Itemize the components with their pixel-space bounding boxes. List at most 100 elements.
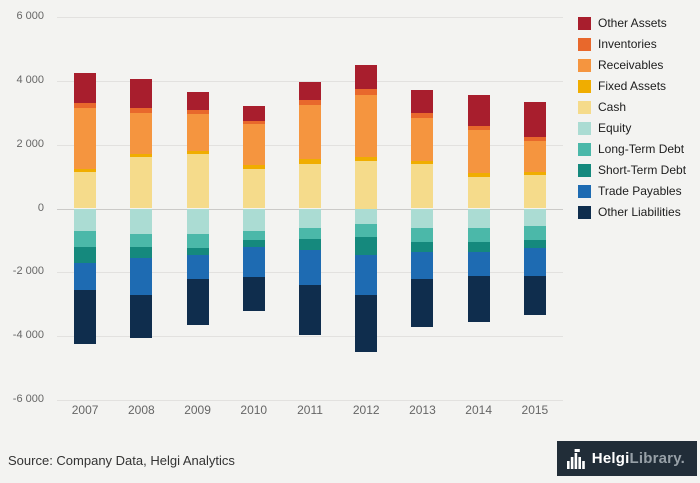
legend-label: Receivables [598,58,664,72]
bar-segment-equity [523,208,546,227]
bar-segment-short-term-debt [467,242,490,252]
legend-label: Cash [598,100,627,114]
bar-segment-short-term-debt [186,248,209,255]
bar-segment-inventories [299,99,321,105]
logo-bars-icon [566,448,585,469]
bar-segment-cash [130,157,153,209]
bar-segment-cash [523,174,546,209]
bar-segment-other-liabilities [130,294,153,338]
plot-area [57,17,563,401]
legend-label: Fixed Assets [598,79,667,93]
x-tick-label: 2015 [521,403,549,417]
x-tick-label: 2012 [352,403,380,417]
bar-segment-long-term-debt [242,230,265,241]
legend-item-receivables: Receivables [578,58,686,72]
bar-segment-trade-payables [299,249,321,286]
bar-segment-fixed-assets [467,173,490,177]
bar-segment-equity [355,208,378,225]
bar-segment-other-assets [242,106,265,121]
legend-swatch [578,163,591,177]
source-text: Source: Company Data, Helgi Analytics [8,453,235,468]
x-tick-label: 2008 [127,403,155,417]
bar-segment-equity [130,208,153,235]
bar-segment-fixed-assets [411,160,434,164]
x-tick-label: 2013 [409,403,436,417]
bar-segment-inventories [523,136,546,142]
gridline [57,336,563,338]
bar-segment-inventories [186,109,209,115]
bar-segment-inventories [74,103,97,108]
legend-item-other-assets: Other Assets [578,16,686,30]
bar-segment-other-assets [523,101,546,137]
legend-item-long-term-debt: Long-Term Debt [578,142,686,156]
bar-segment-inventories [411,112,434,118]
legend-item-other-liabilities: Other Liabilities [578,205,686,219]
bar-segment-trade-payables [355,254,378,295]
bar-segment-other-liabilities [186,278,209,325]
bar-segment-cash [411,163,434,209]
bar-segment-other-assets [186,92,209,110]
legend-item-cash: Cash [578,100,686,114]
x-tick-label: 2010 [240,403,268,417]
helgi-library-logo[interactable]: HelgiLibrary. [556,441,697,476]
legend-swatch [578,79,591,93]
legend-label: Other Assets [598,16,667,30]
y-tick-label: 2 000 [16,137,44,150]
bar-segment-other-liabilities [411,278,434,327]
bar-segment-other-assets [130,79,153,108]
legend-swatch [578,37,591,51]
bar-segment-short-term-debt [242,240,265,247]
legend-swatch [578,16,591,30]
bar-segment-other-assets [411,90,434,113]
y-axis: 6 000 4 000 2 000 0 -2 000 -4 000 -6 000 [0,10,50,405]
bar-segment-other-liabilities [355,294,378,353]
legend-swatch [578,184,591,198]
bar-segment-trade-payables [130,257,153,295]
bar-segment-cash [186,154,209,209]
bar-segment-other-assets [355,64,378,89]
bar-segment-long-term-debt [467,227,490,242]
y-tick-label: -6 000 [12,393,44,405]
bar-segment-short-term-debt [523,240,546,249]
bar-segment-fixed-assets [523,171,546,175]
bar-segment-trade-payables [186,254,209,279]
bar-segment-inventories [467,125,490,131]
bar-segment-long-term-debt [130,234,153,247]
logo-brand-secondary: Library. [629,450,685,467]
bar-segment-trade-payables [242,246,265,278]
bar-segment-other-assets [299,82,321,100]
bar-segment-trade-payables [74,262,97,290]
bar-segment-fixed-assets [242,165,265,169]
x-tick-label: 2007 [71,403,99,417]
legend-item-fixed-assets: Fixed Assets [578,79,686,93]
bar-segment-other-assets [467,95,490,126]
bar-segment-other-assets [74,72,97,104]
bar-segment-fixed-assets [355,157,378,161]
x-tick-label: 2014 [465,403,492,417]
bar-segment-cash [467,176,490,209]
bar-segment-long-term-debt [299,227,321,239]
bar-segment-short-term-debt [299,238,321,250]
x-tick-label: 2009 [184,403,211,417]
bar-segment-other-liabilities [299,285,321,335]
bar-segment-equity [74,208,97,231]
bar-segment-fixed-assets [299,159,321,164]
bar-segment-receivables [186,114,209,152]
bar-segment-receivables [299,104,321,160]
legend-label: Short-Term Debt [598,163,687,177]
legend-item-short-term-debt: Short-Term Debt [578,163,686,177]
y-tick-label: 6 000 [16,10,44,22]
y-tick-label: -4 000 [12,329,44,342]
legend-label: Other Liabilities [598,205,681,219]
bar-segment-receivables [242,123,265,166]
bar-segment-inventories [242,120,265,124]
bar-segment-receivables [74,107,97,169]
bar-segment-equity [411,208,434,228]
bar-segment-short-term-debt [355,237,378,255]
legend-swatch [578,142,591,156]
bar-segment-cash [299,163,321,209]
bar-segment-short-term-debt [411,242,434,252]
bar-segment-fixed-assets [186,151,209,155]
legend-swatch [578,100,591,114]
